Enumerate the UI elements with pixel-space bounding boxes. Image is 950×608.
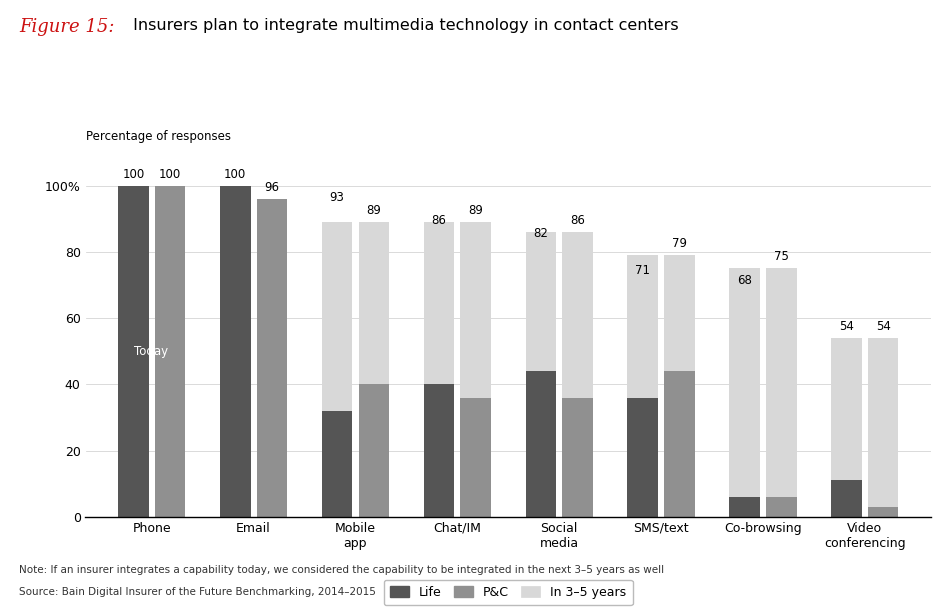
Bar bbox=[831, 480, 862, 517]
Text: 93: 93 bbox=[330, 191, 345, 204]
Bar bbox=[118, 185, 148, 517]
Text: 89: 89 bbox=[468, 204, 484, 217]
Text: Insurers plan to integrate multimedia technology in contact centers: Insurers plan to integrate multimedia te… bbox=[128, 18, 679, 33]
Text: Note: If an insurer integrates a capability today, we considered the capability : Note: If an insurer integrates a capabil… bbox=[19, 565, 664, 575]
Text: Q: “What multimedia capabilities have you integrated into your contact center?”: Q: “What multimedia capabilities have yo… bbox=[190, 110, 826, 124]
Bar bbox=[831, 338, 862, 517]
Text: 68: 68 bbox=[737, 274, 752, 286]
Bar bbox=[424, 384, 454, 517]
Bar bbox=[525, 371, 556, 517]
Text: 79: 79 bbox=[672, 237, 687, 250]
Bar bbox=[664, 255, 694, 517]
Bar bbox=[525, 232, 556, 517]
Bar bbox=[322, 222, 352, 517]
Bar bbox=[155, 185, 185, 517]
Text: 54: 54 bbox=[839, 320, 854, 333]
Bar bbox=[358, 222, 389, 517]
Legend: Life, P&C, In 3–5 years: Life, P&C, In 3–5 years bbox=[384, 579, 633, 605]
Bar bbox=[424, 222, 454, 517]
Text: 54: 54 bbox=[876, 320, 890, 333]
Bar bbox=[155, 185, 185, 517]
Text: 82: 82 bbox=[533, 227, 548, 240]
Bar bbox=[664, 371, 694, 517]
Text: 100: 100 bbox=[224, 168, 246, 181]
Bar bbox=[322, 411, 352, 517]
Text: Percentage of responses: Percentage of responses bbox=[86, 130, 231, 143]
Bar bbox=[730, 269, 760, 517]
Bar bbox=[766, 497, 796, 517]
Text: 96: 96 bbox=[264, 181, 279, 194]
Text: Figure 15:: Figure 15: bbox=[19, 18, 115, 36]
Text: 86: 86 bbox=[570, 214, 585, 227]
Text: 89: 89 bbox=[367, 204, 381, 217]
Bar bbox=[562, 398, 593, 517]
Bar bbox=[562, 232, 593, 517]
Bar bbox=[868, 338, 899, 517]
Text: Source: Bain Digital Insurer of the Future Benchmarking, 2014–2015: Source: Bain Digital Insurer of the Futu… bbox=[19, 587, 376, 597]
Text: 71: 71 bbox=[636, 264, 650, 277]
Text: 75: 75 bbox=[774, 250, 788, 263]
Bar bbox=[220, 185, 251, 517]
Text: 100: 100 bbox=[159, 168, 181, 181]
Text: 86: 86 bbox=[431, 214, 446, 227]
Bar bbox=[358, 384, 389, 517]
Bar bbox=[868, 507, 899, 517]
Text: Today: Today bbox=[134, 345, 168, 358]
Bar bbox=[627, 398, 658, 517]
Bar bbox=[766, 269, 796, 517]
Bar bbox=[461, 222, 491, 517]
Bar bbox=[730, 497, 760, 517]
Text: 100: 100 bbox=[123, 168, 144, 181]
Bar bbox=[220, 199, 251, 517]
Bar bbox=[256, 199, 287, 517]
Bar bbox=[627, 255, 658, 517]
Bar bbox=[118, 185, 148, 517]
Bar bbox=[461, 398, 491, 517]
Bar bbox=[256, 199, 287, 517]
